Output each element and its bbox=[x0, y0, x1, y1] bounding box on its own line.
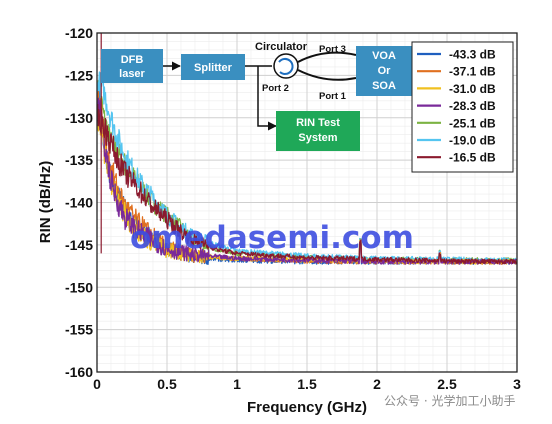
port3-label: Port 3 bbox=[319, 44, 346, 55]
legend-label: -37.1 dB bbox=[449, 65, 496, 79]
series-line bbox=[97, 103, 517, 265]
x-tick-label: 2.5 bbox=[437, 376, 457, 392]
voa-soa-box bbox=[356, 46, 412, 96]
voa-label-line1: VOA bbox=[372, 50, 396, 62]
legend: -43.3 dB -37.1 dB -31.0 dB -28.3 dB -25.1 dB… bbox=[411, 41, 514, 173]
x-tick-label: 0.5 bbox=[157, 376, 177, 392]
y-tick-label: -130 bbox=[65, 110, 93, 126]
legend-label: -25.1 dB bbox=[449, 116, 496, 130]
y-tick-label: -120 bbox=[65, 25, 93, 41]
wechat-mark: 公众号 · 光学加工小助手 bbox=[384, 393, 515, 408]
voa-label-line2: Or bbox=[378, 65, 392, 77]
x-tick-label: 0 bbox=[93, 376, 101, 392]
dfb-laser-box bbox=[101, 49, 163, 83]
port3-path bbox=[297, 51, 357, 63]
y-tick-label: -135 bbox=[65, 152, 93, 168]
y-tick-label: -155 bbox=[65, 322, 93, 338]
y-tick-label: -160 bbox=[65, 364, 93, 380]
circulator-label: Circulator bbox=[255, 41, 308, 53]
dfb-label-line1: DFB bbox=[121, 54, 144, 66]
setup-diagram: DFB laser Splitter Circulator Port 2 Por… bbox=[101, 41, 412, 151]
voa-label-line3: SOA bbox=[372, 80, 396, 92]
x-axis-title: Frequency (GHz) bbox=[247, 399, 367, 416]
y-tick-label: -150 bbox=[65, 279, 93, 295]
legend-frame bbox=[411, 41, 514, 173]
y-tick-label: -140 bbox=[65, 195, 93, 211]
rin-label-line1: RIN Test bbox=[296, 117, 340, 129]
watermark-text: omedasemi.com bbox=[130, 220, 414, 256]
plot-frame bbox=[96, 32, 518, 373]
rin-label-line2: System bbox=[298, 132, 337, 144]
port1-path bbox=[297, 69, 357, 81]
port2-label: Port 2 bbox=[262, 83, 289, 94]
legend-label: -16.5 dB bbox=[449, 151, 496, 165]
x-tick-label: 2 bbox=[373, 376, 381, 392]
splitter-to-rin-line bbox=[257, 66, 277, 131]
y-tick-label: -145 bbox=[65, 237, 93, 253]
ticks: 0 0.5 1 1.5 2 2.5 3 -120 -125 -130 -135 -140 -145 -15… bbox=[65, 25, 521, 392]
legend-label: -31.0 dB bbox=[449, 82, 496, 96]
y-axis-title: RIN (dB/Hz) bbox=[37, 161, 54, 244]
port1-label: Port 1 bbox=[319, 91, 347, 102]
splitter-box bbox=[181, 54, 245, 80]
legend-label: -28.3 dB bbox=[449, 99, 496, 113]
legend-label: -19.0 dB bbox=[449, 134, 496, 148]
rin-test-box bbox=[276, 111, 360, 151]
series-layer bbox=[97, 33, 517, 266]
splitter-label: Splitter bbox=[194, 62, 233, 74]
x-tick-label: 3 bbox=[513, 376, 521, 392]
y-tick-label: -125 bbox=[65, 67, 93, 83]
circulator-arrow-icon bbox=[278, 57, 294, 75]
legend-label: -43.3 dB bbox=[449, 48, 496, 62]
dfb-label-line2: laser bbox=[119, 68, 145, 80]
x-tick-label: 1.5 bbox=[297, 376, 317, 392]
x-tick-label: 1 bbox=[233, 376, 241, 392]
